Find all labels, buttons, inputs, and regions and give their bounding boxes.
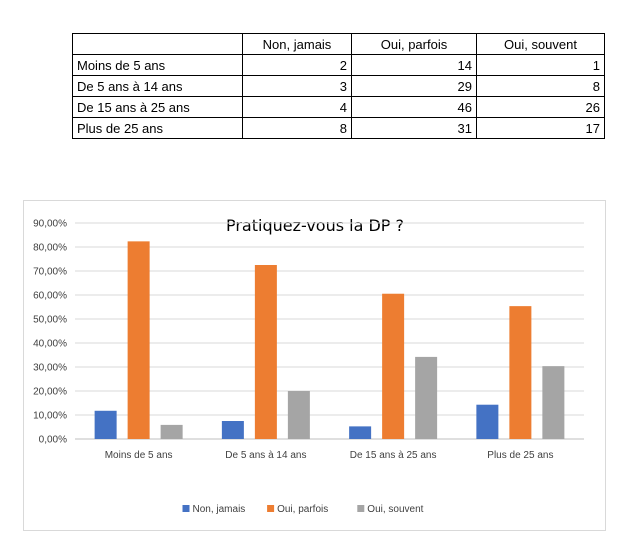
table-row: De 15 ans à 25 ans 4 46 26 bbox=[72, 96, 605, 118]
table-row: Moins de 5 ans 2 14 1 bbox=[72, 54, 605, 76]
legend-swatch bbox=[357, 505, 365, 512]
bars bbox=[94, 241, 565, 439]
chart-area: Pratiquez-vous la DP ? 0,00% 10,00% 20,00%… bbox=[23, 200, 606, 531]
bar bbox=[349, 426, 372, 439]
table-header-row: Non, jamais Oui, parfois Oui, souvent bbox=[72, 33, 605, 55]
bar bbox=[221, 421, 244, 439]
x-category-label: Plus de 25 ans bbox=[487, 450, 553, 461]
table-cell: 31 bbox=[351, 117, 477, 139]
y-tick-label: 10,00% bbox=[33, 411, 67, 422]
table-cell: 4 bbox=[242, 96, 352, 118]
row-label: De 5 ans à 14 ans bbox=[72, 75, 243, 97]
table-cell: 8 bbox=[476, 75, 605, 97]
table-header-cell: Oui, parfois bbox=[351, 33, 477, 55]
table-cell: 14 bbox=[351, 54, 477, 76]
bar bbox=[254, 265, 277, 439]
table-header-cell: Oui, souvent bbox=[476, 33, 605, 55]
table-cell: 46 bbox=[351, 96, 477, 118]
y-axis-ticks: 0,00% 10,00% 20,00% 30,00% 40,00% 50,00% 60,00… bbox=[33, 219, 67, 446]
table-cell: 17 bbox=[476, 117, 605, 139]
table-cell: 26 bbox=[476, 96, 605, 118]
legend-swatch bbox=[182, 505, 190, 512]
y-tick-label: 40,00% bbox=[33, 339, 67, 350]
legend-swatch bbox=[267, 505, 275, 512]
row-label: Moins de 5 ans bbox=[72, 54, 243, 76]
y-tick-label: 20,00% bbox=[33, 387, 67, 398]
bar bbox=[415, 356, 438, 439]
table-cell: 3 bbox=[242, 75, 352, 97]
x-category-label: De 15 ans à 25 ans bbox=[350, 450, 437, 461]
row-label: De 15 ans à 25 ans bbox=[72, 96, 243, 118]
y-tick-label: 30,00% bbox=[33, 363, 67, 374]
chart-title: Pratiquez-vous la DP ? bbox=[226, 216, 404, 235]
y-tick-label: 90,00% bbox=[33, 219, 67, 230]
table-cell: 1 bbox=[476, 54, 605, 76]
data-table: Non, jamais Oui, parfois Oui, souvent Mo… bbox=[72, 33, 605, 139]
y-tick-label: 70,00% bbox=[33, 267, 67, 278]
grid-lines bbox=[75, 222, 584, 440]
table-header-cell: Non, jamais bbox=[242, 33, 352, 55]
bar bbox=[127, 241, 150, 439]
y-tick-label: 0,00% bbox=[39, 435, 67, 446]
bar bbox=[382, 293, 405, 439]
table-cell: 29 bbox=[351, 75, 477, 97]
y-tick-label: 80,00% bbox=[33, 243, 67, 254]
bar-chart: Pratiquez-vous la DP ? 0,00% 10,00% 20,00%… bbox=[33, 216, 584, 515]
row-label: Plus de 25 ans bbox=[72, 117, 243, 139]
table-cell: 2 bbox=[242, 54, 352, 76]
x-category-label: De 5 ans à 14 ans bbox=[225, 450, 306, 461]
bar bbox=[94, 410, 117, 439]
table-row: De 5 ans à 14 ans 3 29 8 bbox=[72, 75, 605, 97]
legend-label: Non, jamais bbox=[193, 504, 246, 515]
bar bbox=[476, 404, 499, 439]
table-row: Plus de 25 ans 8 31 17 bbox=[72, 117, 605, 139]
table-header-cell bbox=[72, 33, 243, 55]
bar bbox=[509, 306, 532, 439]
legend-label: Oui, parfois bbox=[277, 504, 328, 515]
legend-label: Oui, souvent bbox=[367, 504, 423, 515]
y-tick-label: 60,00% bbox=[33, 291, 67, 302]
bar bbox=[542, 366, 565, 439]
y-tick-label: 50,00% bbox=[33, 315, 67, 326]
x-category-label: Moins de 5 ans bbox=[105, 450, 173, 461]
bar bbox=[287, 391, 310, 439]
legend: Non, jamais Oui, parfois Oui, souvent bbox=[182, 504, 424, 515]
table-cell: 8 bbox=[242, 117, 352, 139]
bar bbox=[160, 424, 183, 439]
x-axis-categories: Moins de 5 ans De 5 ans à 14 ans De 15 ans… bbox=[105, 450, 554, 461]
